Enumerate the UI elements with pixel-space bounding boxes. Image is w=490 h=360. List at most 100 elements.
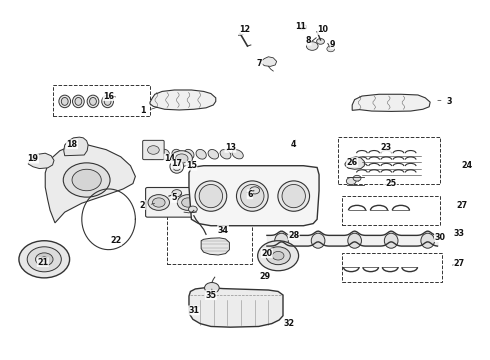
Text: 2: 2 bbox=[140, 201, 146, 210]
Ellipse shape bbox=[348, 233, 362, 248]
Circle shape bbox=[148, 195, 170, 210]
Circle shape bbox=[189, 206, 197, 212]
Circle shape bbox=[204, 283, 219, 293]
Circle shape bbox=[353, 175, 361, 181]
Text: 13: 13 bbox=[225, 143, 236, 152]
Ellipse shape bbox=[90, 98, 97, 105]
Ellipse shape bbox=[170, 159, 184, 173]
Ellipse shape bbox=[384, 233, 398, 248]
FancyBboxPatch shape bbox=[146, 188, 240, 217]
Text: 26: 26 bbox=[346, 158, 358, 167]
Ellipse shape bbox=[172, 149, 182, 159]
Polygon shape bbox=[45, 145, 135, 223]
Circle shape bbox=[327, 46, 335, 52]
Circle shape bbox=[346, 177, 356, 185]
Ellipse shape bbox=[421, 233, 435, 248]
Circle shape bbox=[41, 257, 48, 262]
Text: 7: 7 bbox=[257, 59, 262, 68]
Text: 32: 32 bbox=[283, 319, 294, 328]
Text: 6: 6 bbox=[247, 190, 253, 199]
Circle shape bbox=[177, 195, 199, 210]
Bar bbox=[343, 196, 440, 225]
Text: 19: 19 bbox=[27, 154, 39, 163]
Polygon shape bbox=[352, 94, 430, 111]
Circle shape bbox=[266, 247, 290, 265]
Ellipse shape bbox=[275, 233, 288, 248]
Ellipse shape bbox=[173, 162, 181, 171]
Circle shape bbox=[172, 190, 182, 197]
Ellipse shape bbox=[184, 149, 194, 159]
Text: 20: 20 bbox=[261, 249, 272, 258]
Circle shape bbox=[27, 247, 61, 272]
Text: 21: 21 bbox=[37, 258, 49, 267]
Polygon shape bbox=[189, 288, 283, 327]
Circle shape bbox=[250, 187, 260, 194]
Text: 5: 5 bbox=[172, 193, 177, 202]
Ellipse shape bbox=[102, 95, 114, 108]
Text: 25: 25 bbox=[386, 179, 397, 188]
Circle shape bbox=[182, 198, 195, 207]
Polygon shape bbox=[150, 90, 216, 110]
Ellipse shape bbox=[195, 181, 227, 211]
Circle shape bbox=[63, 163, 110, 197]
Ellipse shape bbox=[59, 95, 71, 108]
Polygon shape bbox=[201, 238, 229, 255]
Text: 23: 23 bbox=[381, 143, 392, 152]
Ellipse shape bbox=[87, 95, 99, 108]
Text: 24: 24 bbox=[461, 161, 472, 170]
Text: 35: 35 bbox=[205, 291, 217, 300]
Ellipse shape bbox=[220, 150, 231, 159]
Bar bbox=[167, 208, 252, 264]
Circle shape bbox=[147, 146, 159, 154]
Circle shape bbox=[272, 251, 284, 260]
Ellipse shape bbox=[278, 181, 310, 211]
Text: 18: 18 bbox=[67, 140, 77, 149]
Text: 30: 30 bbox=[435, 233, 445, 242]
Ellipse shape bbox=[73, 95, 84, 108]
Text: 9: 9 bbox=[330, 40, 336, 49]
Ellipse shape bbox=[75, 98, 82, 105]
Text: 27: 27 bbox=[456, 201, 467, 210]
Text: 14: 14 bbox=[164, 154, 175, 163]
Ellipse shape bbox=[61, 98, 68, 105]
Circle shape bbox=[72, 169, 101, 191]
Text: 11: 11 bbox=[295, 22, 307, 31]
Circle shape bbox=[258, 241, 298, 271]
Circle shape bbox=[152, 198, 165, 207]
Ellipse shape bbox=[208, 149, 219, 159]
Text: 16: 16 bbox=[103, 91, 114, 100]
Bar bbox=[338, 137, 440, 184]
Text: 28: 28 bbox=[288, 231, 299, 240]
Text: 34: 34 bbox=[218, 225, 228, 234]
Text: 15: 15 bbox=[186, 161, 197, 170]
Text: 10: 10 bbox=[318, 26, 328, 35]
Polygon shape bbox=[64, 137, 88, 156]
Text: 29: 29 bbox=[259, 272, 270, 281]
Circle shape bbox=[211, 198, 223, 207]
Ellipse shape bbox=[160, 149, 170, 159]
Ellipse shape bbox=[232, 150, 243, 159]
Polygon shape bbox=[261, 57, 277, 66]
Text: 22: 22 bbox=[110, 236, 122, 245]
Text: 33: 33 bbox=[454, 229, 465, 238]
Circle shape bbox=[171, 151, 193, 166]
Ellipse shape bbox=[196, 149, 206, 159]
Circle shape bbox=[175, 154, 188, 163]
Polygon shape bbox=[28, 153, 54, 168]
Polygon shape bbox=[345, 157, 365, 169]
Circle shape bbox=[35, 253, 53, 266]
Polygon shape bbox=[298, 24, 306, 30]
Text: 8: 8 bbox=[306, 36, 311, 45]
Circle shape bbox=[206, 195, 228, 210]
Circle shape bbox=[317, 39, 324, 44]
Text: 31: 31 bbox=[188, 306, 199, 315]
Text: 17: 17 bbox=[172, 159, 182, 168]
Text: 3: 3 bbox=[447, 97, 452, 106]
Ellipse shape bbox=[241, 184, 264, 208]
Polygon shape bbox=[189, 166, 319, 226]
FancyBboxPatch shape bbox=[143, 140, 164, 159]
Ellipse shape bbox=[282, 184, 305, 208]
Ellipse shape bbox=[237, 181, 268, 211]
Text: 4: 4 bbox=[291, 140, 296, 149]
Ellipse shape bbox=[147, 149, 157, 159]
